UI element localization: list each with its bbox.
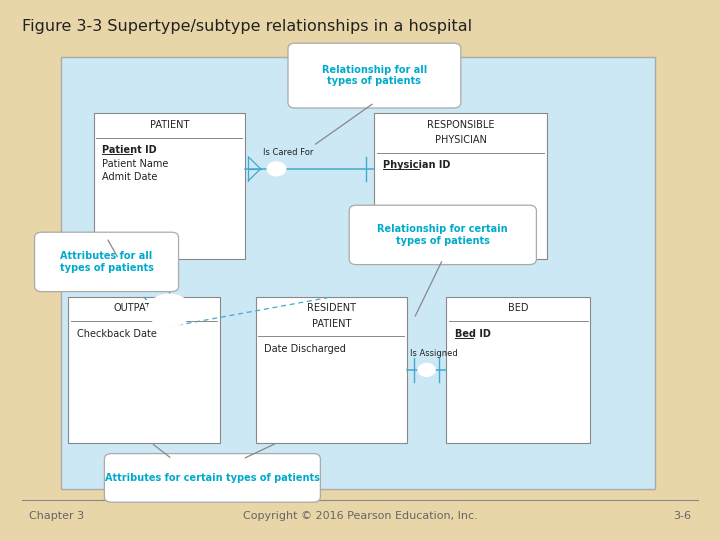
Circle shape	[267, 162, 286, 176]
Text: Is Assigned: Is Assigned	[410, 349, 458, 358]
FancyBboxPatch shape	[288, 43, 461, 108]
Text: Patient Name: Patient Name	[102, 159, 168, 169]
Text: Patient ID: Patient ID	[102, 145, 157, 156]
Text: Physician ID: Physician ID	[383, 160, 451, 171]
Text: Bed ID: Bed ID	[455, 329, 491, 339]
FancyBboxPatch shape	[35, 232, 179, 292]
FancyBboxPatch shape	[256, 297, 407, 443]
Text: Date Discharged: Date Discharged	[264, 344, 346, 354]
Text: Relationship for certain
types of patients: Relationship for certain types of patien…	[377, 224, 508, 246]
Text: OUTPATIENT: OUTPATIENT	[114, 303, 174, 314]
FancyBboxPatch shape	[446, 297, 590, 443]
Text: Admit Date: Admit Date	[102, 172, 158, 183]
Text: Attributes for all
types of patients: Attributes for all types of patients	[60, 251, 153, 273]
Text: Figure 3-3 Supertype/subtype relationships in a hospital: Figure 3-3 Supertype/subtype relationshi…	[22, 19, 472, 34]
Text: Attributes for certain types of patients: Attributes for certain types of patients	[105, 473, 320, 483]
Text: Copyright © 2016 Pearson Education, Inc.: Copyright © 2016 Pearson Education, Inc.	[243, 511, 477, 521]
FancyBboxPatch shape	[61, 57, 655, 489]
Text: Is Cared For: Is Cared For	[263, 148, 313, 157]
Text: RESPONSIBLE: RESPONSIBLE	[427, 120, 495, 130]
Text: 3-6: 3-6	[673, 511, 691, 521]
Circle shape	[418, 363, 435, 376]
FancyBboxPatch shape	[349, 205, 536, 265]
Text: Relationship for all
types of patients: Relationship for all types of patients	[322, 65, 427, 86]
FancyBboxPatch shape	[94, 113, 245, 259]
Text: Checkback Date: Checkback Date	[77, 329, 157, 339]
Text: PATIENT: PATIENT	[312, 319, 351, 329]
FancyBboxPatch shape	[374, 113, 547, 259]
Text: Chapter 3: Chapter 3	[29, 511, 84, 521]
Text: PHYSICIAN: PHYSICIAN	[435, 135, 487, 145]
Text: BED: BED	[508, 303, 528, 314]
Circle shape	[148, 294, 191, 327]
Text: RESIDENT: RESIDENT	[307, 303, 356, 314]
Text: PATIENT: PATIENT	[150, 120, 189, 130]
FancyBboxPatch shape	[68, 297, 220, 443]
FancyBboxPatch shape	[104, 454, 320, 502]
